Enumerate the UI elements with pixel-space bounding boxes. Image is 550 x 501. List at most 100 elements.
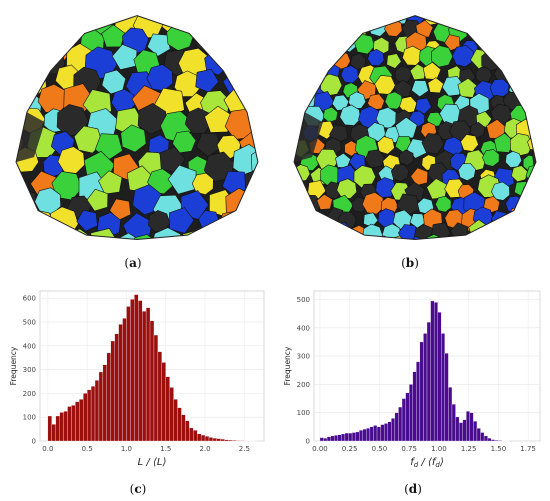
- mesh-cell: [294, 218, 304, 240]
- mesh-cell: [544, 167, 548, 185]
- y-tick-label: 300: [297, 353, 310, 361]
- histogram-bar: [59, 412, 64, 442]
- mesh-cell: [357, 15, 378, 27]
- mesh-cell: [222, 4, 249, 15]
- histogram-bar: [106, 352, 111, 442]
- mesh-cell: [534, 21, 536, 41]
- mesh-cell: [506, 31, 528, 53]
- mesh-cell: [238, 21, 258, 51]
- mesh-cell: [509, 205, 528, 225]
- mesh-cell: [146, 33, 171, 57]
- mesh-cell: [5, 4, 28, 14]
- histogram-bar: [232, 440, 237, 442]
- mesh-cell: [129, 234, 158, 240]
- histogram-bar: [384, 423, 388, 442]
- mesh-cell: [543, 205, 548, 227]
- mesh-cell: [457, 163, 476, 181]
- mesh-cell: [16, 210, 28, 239]
- mesh-cell: [4, 50, 14, 72]
- histogram-bar: [369, 426, 374, 442]
- histogram-bar: [455, 416, 460, 442]
- mesh-cell: [316, 221, 339, 240]
- mesh-cell: [527, 209, 536, 232]
- mesh-cell: [457, 77, 478, 98]
- mesh-cell: [17, 52, 43, 78]
- histogram-bar: [462, 419, 467, 442]
- x-tick-label: 1.25: [461, 445, 477, 453]
- histogram-bar: [94, 380, 100, 442]
- histogram-bar: [173, 399, 178, 442]
- mesh-cell: [296, 4, 318, 8]
- histogram-bar: [330, 435, 335, 442]
- mesh-cell: [536, 222, 548, 238]
- mesh-cell: [191, 172, 214, 196]
- mesh-cell: [482, 149, 500, 167]
- mesh-cell: [4, 132, 8, 155]
- mesh-cell: [537, 117, 548, 140]
- mesh-cell: [532, 147, 536, 170]
- mesh-cell: [525, 164, 536, 185]
- mesh-cell: [282, 170, 291, 187]
- x-axis-label: L / ⟨L⟩: [138, 457, 167, 468]
- x-tick-label: 1.50: [491, 445, 507, 453]
- mesh-cell: [390, 163, 410, 182]
- mesh-cell: [336, 178, 358, 199]
- mesh-cell: [319, 4, 334, 10]
- histogram-bar: [145, 307, 151, 442]
- mesh-cell: [532, 95, 536, 117]
- histogram-bar: [469, 412, 474, 442]
- mesh-cell: [256, 15, 258, 37]
- y-tick-label: 400: [297, 324, 310, 332]
- mesh-cell: [264, 25, 270, 54]
- histogram-bar: [473, 421, 478, 442]
- histogram-bar: [79, 399, 84, 442]
- mesh-cell: [422, 233, 445, 240]
- histogram-bar: [189, 427, 194, 442]
- mesh-cell: [469, 122, 486, 139]
- mesh-cell: [86, 188, 109, 212]
- mesh-cell: [247, 193, 258, 225]
- mesh-cell: [167, 164, 197, 195]
- mesh-cell: [399, 149, 414, 166]
- mesh-cell: [541, 138, 548, 158]
- x-tick-label: 1.75: [520, 445, 536, 453]
- histogram-bar: [200, 434, 206, 442]
- mesh-cell: [19, 24, 53, 54]
- caption-b: (b): [401, 256, 419, 270]
- mesh-cell: [4, 4, 10, 12]
- histogram-face-chart: 0 100 200 300 400 500 0.00 0.25 0.50 0.75 1.00 1.25…: [283, 290, 541, 468]
- mesh-cell: [512, 239, 530, 240]
- mesh-cell: [294, 62, 307, 80]
- mesh-cell: [441, 235, 462, 240]
- mesh-cell: [251, 146, 258, 178]
- mesh-cell: [100, 15, 130, 17]
- mesh-cell: [376, 235, 393, 240]
- mesh-cell: [367, 48, 385, 67]
- mesh-cell: [259, 117, 271, 138]
- mesh-cell: [508, 60, 532, 84]
- mesh-cell: [313, 51, 333, 70]
- mesh-cell: [366, 4, 385, 12]
- histogram-bar: [491, 439, 495, 442]
- mesh-cell: [398, 251, 416, 252]
- mesh-cell: [498, 19, 520, 44]
- mesh-cell: [321, 239, 343, 240]
- caption-d: (d): [404, 482, 422, 496]
- mesh-cell: [457, 234, 478, 240]
- histogram-bar: [122, 318, 127, 442]
- mesh-cells: [282, 4, 548, 252]
- histogram-bar: [412, 371, 417, 442]
- mesh-cell: [148, 210, 171, 233]
- histogram-bar: [355, 431, 360, 442]
- histogram-bar: [118, 324, 123, 442]
- caption-a: (a): [124, 256, 142, 270]
- mesh-cell: [112, 232, 143, 240]
- mesh-cell: [529, 75, 536, 99]
- mesh-cell: [511, 165, 528, 183]
- mesh-cell: [282, 4, 303, 15]
- histogram-bar: [348, 432, 353, 442]
- x-axis-label: fd / ⟨fd⟩: [410, 457, 444, 468]
- histogram-bar: [193, 430, 198, 442]
- mesh-cell: [502, 4, 519, 7]
- mesh-cell: [488, 22, 505, 39]
